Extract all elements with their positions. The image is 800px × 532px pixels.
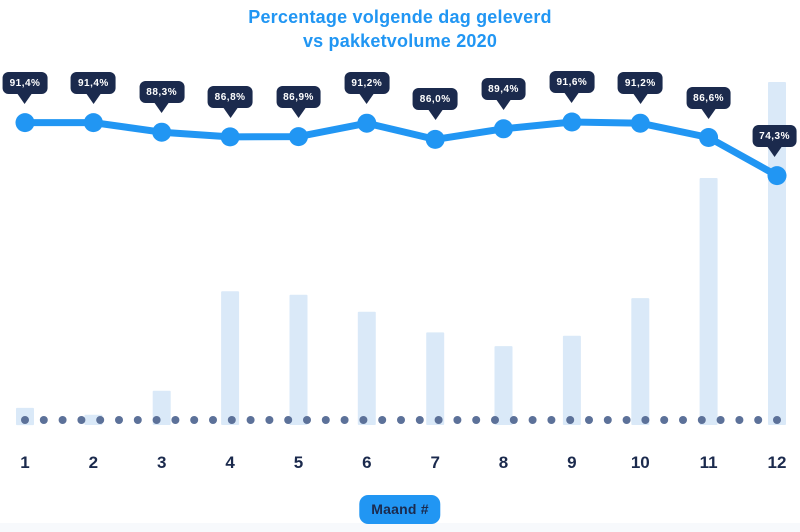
line-point[interactable] — [289, 127, 308, 147]
chart-title: Percentage volgende dag geleverd vs pakk… — [0, 5, 800, 53]
baseline-dot — [133, 416, 142, 424]
x-axis-label: 2 — [88, 453, 99, 472]
value-badge: 86,6% — [686, 86, 732, 109]
baseline-dot — [190, 416, 199, 424]
baseline-dot — [547, 416, 556, 424]
baseline-dot — [641, 416, 650, 424]
baseline-dot — [472, 416, 481, 424]
line-point[interactable] — [357, 113, 377, 133]
x-axis-title-badge: Maand # — [359, 495, 441, 524]
baseline-dot — [58, 416, 67, 424]
value-badge: 91,4% — [70, 71, 116, 94]
baseline-dot — [622, 416, 631, 424]
volume-bar[interactable] — [289, 294, 308, 425]
value-badge: 89,4% — [481, 77, 526, 100]
value-badge: 91,4% — [2, 71, 48, 94]
value-badge: 91,6% — [549, 71, 595, 93]
x-axis-label: 3 — [156, 453, 167, 472]
baseline-dot — [21, 416, 29, 424]
baseline-dot — [397, 416, 405, 424]
value-badge: 86,0% — [412, 88, 458, 111]
baseline-dot — [115, 416, 123, 424]
baseline-dot — [284, 416, 293, 424]
baseline-dot — [754, 416, 763, 424]
volume-bar[interactable] — [494, 346, 513, 425]
baseline-dot — [528, 416, 537, 424]
baseline-dot — [566, 416, 575, 424]
baseline-dot — [77, 416, 86, 424]
bottom-edge-strip — [0, 523, 800, 532]
volume-bar[interactable] — [699, 178, 718, 425]
volume-bar[interactable] — [221, 291, 240, 425]
volume-bar[interactable] — [426, 332, 445, 425]
value-badge: 91,2% — [617, 72, 663, 95]
line-point[interactable] — [220, 127, 240, 147]
volume-bar[interactable] — [631, 298, 650, 425]
baseline-dot — [509, 416, 518, 424]
baseline-dot — [660, 416, 669, 424]
line-point[interactable] — [152, 122, 172, 142]
value-badge: 74,3% — [752, 124, 797, 147]
x-axis-label: 7 — [430, 453, 440, 472]
line-point[interactable] — [494, 119, 513, 139]
line-point[interactable] — [425, 129, 445, 149]
baseline-dot — [227, 416, 236, 424]
baseline-dot — [585, 416, 593, 424]
baseline-dot — [340, 416, 349, 424]
baseline-dot — [716, 416, 725, 424]
volume-bar[interactable] — [562, 335, 581, 425]
volume-bar[interactable] — [357, 311, 376, 425]
x-axis-label: 9 — [567, 453, 577, 472]
baseline-dot — [359, 416, 368, 424]
baseline-dot — [679, 416, 687, 424]
baseline-dot — [415, 416, 424, 424]
baseline-dot — [209, 416, 217, 424]
baseline-dot — [96, 416, 105, 424]
percentage-line — [21, 118, 781, 180]
x-axis-label: 8 — [498, 453, 509, 472]
line-point[interactable] — [562, 112, 582, 132]
value-badge: 86,8% — [207, 85, 253, 108]
x-axis-label: 6 — [362, 453, 372, 472]
x-axis-label: 10 — [630, 453, 650, 472]
x-axis-label: 11 — [699, 453, 718, 472]
value-badge: 88,3% — [139, 81, 185, 104]
baseline-dot — [321, 416, 330, 424]
baseline-dot — [434, 416, 443, 424]
value-badge: 91,2% — [344, 72, 390, 95]
line-point[interactable] — [699, 128, 719, 147]
baseline-dot — [735, 416, 744, 424]
x-axis-label: 12 — [767, 453, 787, 472]
chart-title-line1: Percentage volgende dag geleverd — [248, 7, 552, 27]
x-axis-label: 1 — [20, 453, 30, 472]
baseline-dot — [303, 416, 311, 424]
baseline-dot — [265, 416, 274, 424]
baseline-dot — [171, 416, 180, 424]
baseline-dot — [773, 416, 781, 424]
baseline-dot — [378, 416, 387, 424]
baseline-dot — [697, 416, 706, 424]
baseline-dot — [491, 416, 499, 424]
baseline-dot — [246, 416, 255, 424]
baseline-dot — [453, 416, 462, 424]
line-point[interactable] — [83, 113, 103, 133]
value-badge: 86,9% — [276, 85, 321, 108]
x-axis-label: 5 — [293, 453, 304, 472]
baseline-dot — [603, 416, 612, 424]
line-point[interactable] — [15, 113, 35, 133]
line-point[interactable] — [630, 113, 650, 133]
chart-title-line2: vs pakketvolume 2020 — [302, 31, 498, 51]
x-axis-label: 4 — [225, 453, 235, 472]
line-point[interactable] — [767, 166, 787, 186]
baseline-dot — [152, 416, 161, 424]
baseline-dot — [39, 416, 48, 424]
